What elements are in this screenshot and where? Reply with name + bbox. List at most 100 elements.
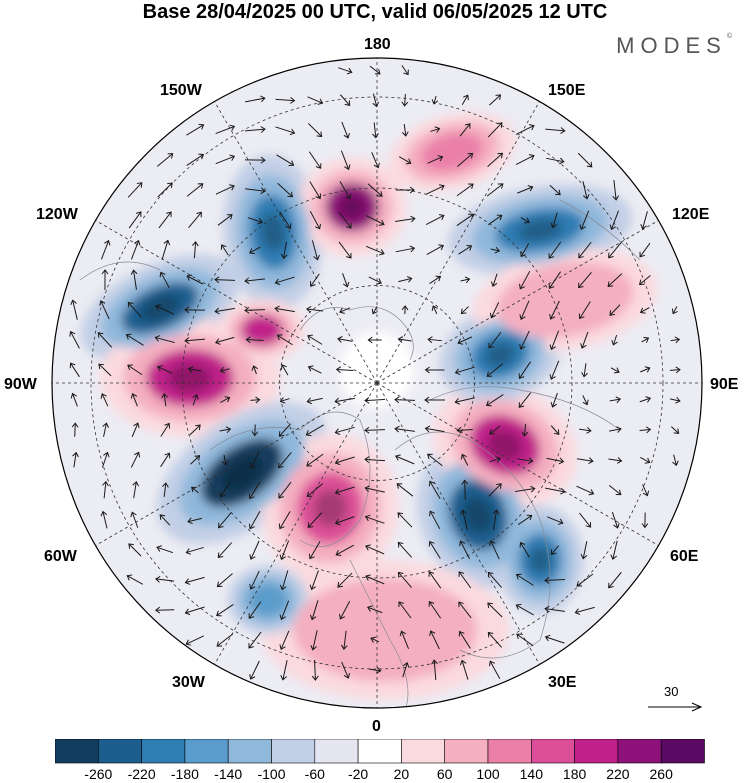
wind-arrow — [245, 95, 266, 103]
wind-arrow — [580, 331, 589, 349]
wind-arrow — [368, 276, 382, 285]
wind-arrow — [515, 485, 536, 493]
anomaly-peak — [529, 546, 551, 574]
wind-arrow — [460, 509, 468, 530]
wind-arrow — [276, 154, 295, 167]
wind-arrow — [97, 332, 113, 348]
wind-arrow — [160, 422, 171, 437]
wind-vectors — [69, 65, 681, 681]
colorbar-segment — [314, 739, 359, 764]
colorbar-segment — [617, 739, 662, 764]
wind-arrow — [458, 244, 473, 255]
colorbar-tick-label: 180 — [562, 766, 587, 782]
wind-arrow — [489, 94, 502, 106]
wind-arrow — [548, 241, 562, 259]
wind-arrow — [577, 457, 594, 465]
anomaly-peak — [487, 429, 523, 461]
wind-arrow — [366, 605, 383, 614]
wind-arrow — [217, 214, 233, 226]
wind-arrow — [395, 186, 415, 194]
wind-arrow — [342, 273, 350, 288]
lon-label-150w: 150W — [160, 82, 202, 99]
wind-arrow — [160, 452, 171, 468]
wind-arrow — [519, 300, 530, 320]
wind-arrow — [516, 633, 534, 647]
wind-arrow — [278, 423, 292, 437]
wind-arrow — [306, 453, 324, 467]
wind-arrow — [72, 451, 79, 468]
wind-arrow — [457, 152, 474, 167]
wind-arrow — [248, 601, 262, 619]
wind-arrow — [424, 396, 446, 404]
wind-arrow — [401, 305, 409, 315]
wind-arrow — [130, 239, 141, 260]
wind-arrow — [184, 306, 206, 314]
wind-arrow — [395, 454, 415, 465]
wind-arrow — [161, 392, 169, 407]
wind-arrow — [519, 541, 530, 558]
colorbar-tick-label: -60 — [304, 766, 325, 782]
wind-arrow — [424, 425, 445, 433]
graticule — [52, 58, 702, 708]
wind-arrow — [70, 392, 78, 407]
wind-arrow — [548, 271, 561, 289]
wind-arrow — [339, 181, 352, 200]
wind-arrow — [489, 302, 500, 319]
wind-arrow — [217, 542, 233, 559]
wind-arrow — [641, 336, 650, 343]
lon-label-60e: 60E — [670, 548, 699, 565]
wind-arrow — [127, 301, 143, 318]
wind-arrow — [310, 630, 318, 651]
wind-arrow — [640, 211, 648, 230]
wind-arrow — [671, 426, 680, 434]
wind-arrow — [335, 366, 354, 374]
colorbar-segment — [487, 739, 532, 764]
wind-arrow — [396, 483, 414, 497]
wind-arrow — [486, 363, 504, 377]
anomaly-peak — [338, 194, 366, 220]
wind-arrow — [184, 576, 205, 585]
wind-arrow — [247, 217, 263, 225]
wind-arrow — [274, 276, 295, 286]
wind-arrow — [394, 425, 415, 433]
colorbar-tick-label: 260 — [649, 766, 673, 782]
wind-arrow — [398, 601, 412, 619]
wind-arrow — [425, 184, 445, 195]
wind-arrow — [399, 630, 410, 649]
wind-arrow — [251, 424, 259, 437]
wind-arrow — [311, 240, 320, 261]
wind-arrow — [280, 241, 288, 260]
wind-arrow — [669, 366, 681, 374]
anomaly-peak — [260, 213, 286, 251]
wind-arrow — [279, 570, 289, 591]
wind-arrow — [608, 485, 622, 496]
wind-arrow — [337, 336, 353, 343]
wind-arrow — [274, 305, 295, 313]
wind-arrow — [428, 540, 441, 559]
wind-arrow — [125, 333, 144, 346]
colorbar-tick-label: -260 — [84, 766, 113, 782]
wind-arrow — [244, 156, 266, 164]
wind-arrow — [609, 396, 622, 404]
meridian-line — [376, 220, 659, 384]
wind-arrow — [101, 269, 109, 291]
wind-arrow — [308, 151, 322, 169]
wind-arrow — [215, 154, 236, 165]
wind-arrow — [490, 273, 498, 287]
wind-arrow — [609, 304, 621, 316]
wind-arrow — [184, 337, 206, 344]
wind-arrow — [245, 187, 266, 195]
wind-arrow — [219, 366, 230, 374]
wind-arrow — [367, 336, 382, 344]
wind-arrow — [98, 363, 112, 377]
wind-arrow — [428, 571, 442, 589]
map-title: Base 28/04/2025 00 UTC, valid 06/05/2025… — [142, 1, 608, 23]
wind-arrow — [431, 659, 438, 681]
wind-arrow — [517, 185, 534, 194]
wind-arrow — [459, 123, 471, 137]
latitude-circle — [90, 96, 664, 670]
anomaly-peak — [485, 343, 515, 367]
wind-arrow — [279, 540, 290, 561]
wind-arrow — [549, 300, 560, 320]
wind-arrow — [248, 481, 261, 500]
